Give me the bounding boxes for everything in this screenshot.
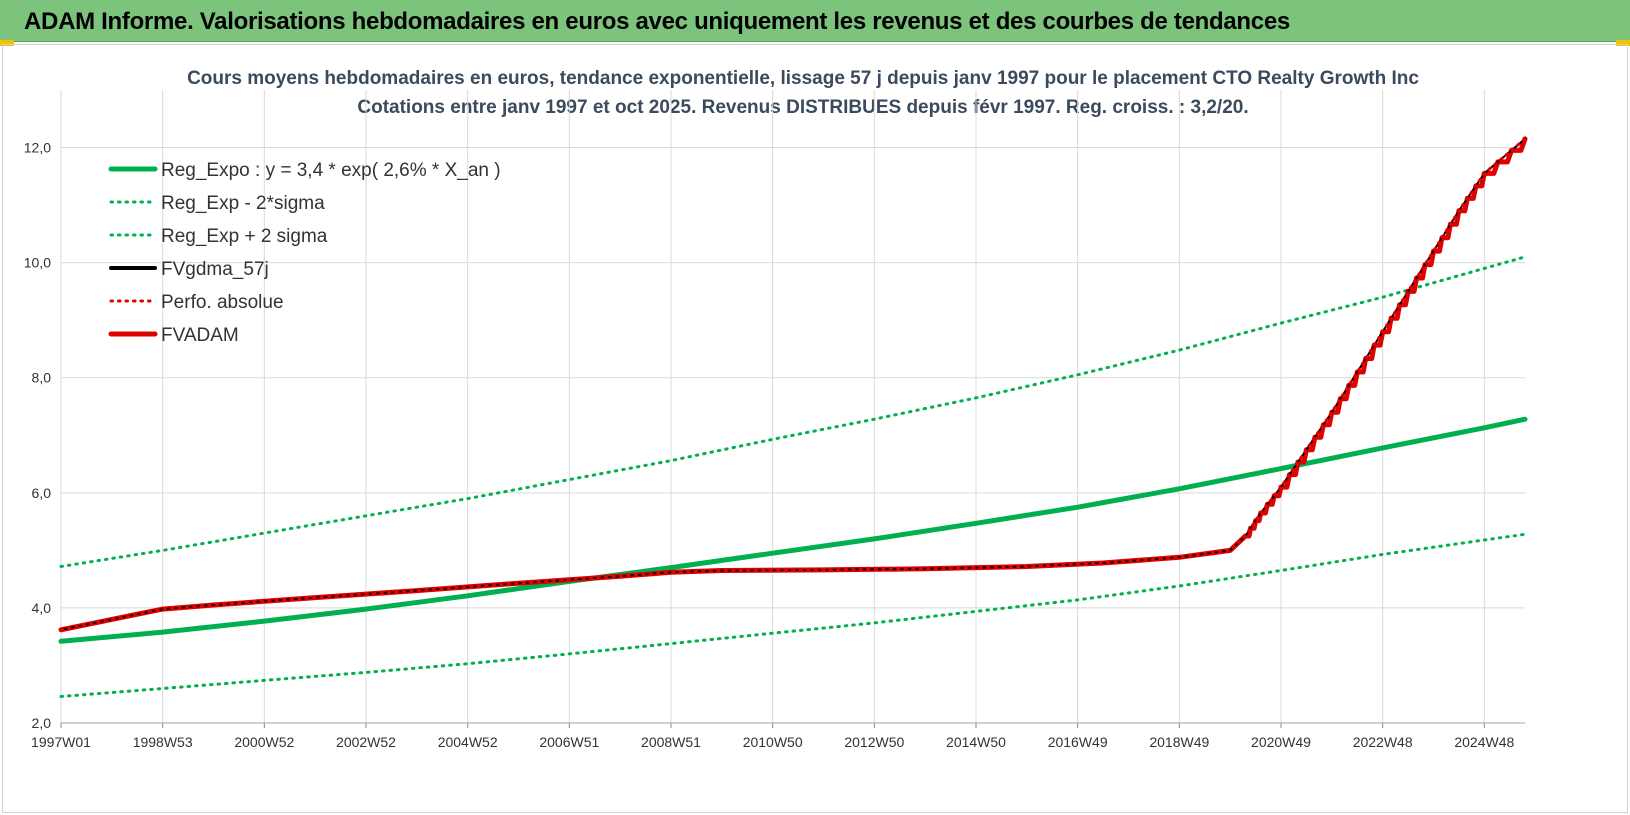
header-bar: ADAM Informe. Valorisations hebdomadaire… [0,0,1630,42]
legend-label-3: FVgdma_57j [161,259,269,280]
x-tick-label-12: 2020W49 [1251,734,1311,750]
x-tick-label-6: 2008W51 [641,734,701,750]
series-line-0 [58,416,1528,644]
legend: Reg_Expo : y = 3,4 * exp( 2,6% * X_an ) R… [108,160,501,346]
x-tick-label-2: 2000W52 [234,734,294,750]
y-tick-label-0: 2,0 [32,715,52,731]
y-tick-label-1: 4,0 [32,600,52,616]
x-tick-label-10: 2016W49 [1048,734,1108,750]
y-tick-label-5: 12,0 [24,140,51,156]
chart-frame: Cours moyens hebdomadaires en euros, ten… [2,44,1628,813]
series-line-2 [59,255,1527,568]
chart-title: Cours moyens hebdomadaires en euros, ten… [187,68,1419,89]
x-tick-label-11: 2018W49 [1149,734,1209,750]
legend-label-0: Reg_Expo : y = 3,4 * exp( 2,6% * X_an ) [161,160,501,181]
header-title: ADAM Informe. Valorisations hebdomadaire… [24,8,1290,35]
legend-label-2: Reg_Exp + 2 sigma [161,226,328,247]
y-tick-label-3: 8,0 [32,370,52,386]
y-tick-label-4: 10,0 [24,255,51,271]
corner-mark-left [0,40,14,46]
x-tick-label-7: 2010W50 [743,734,803,750]
x-tick-label-1: 1998W53 [133,734,193,750]
x-tick-label-4: 2004W52 [438,734,498,750]
series-line-4 [59,137,1527,632]
x-tick-label-14: 2024W48 [1454,734,1514,750]
legend-label-4: Perfo. absolue [161,292,284,313]
x-tick-label-0: 1997W01 [31,734,91,750]
chart: Cours moyens hebdomadaires en euros, ten… [24,68,1528,750]
corner-mark-right [1616,40,1630,46]
y-tick-label-2: 6,0 [32,485,52,501]
x-tick-label-9: 2014W50 [946,734,1006,750]
x-tick-label-13: 2022W48 [1353,734,1413,750]
legend-label-1: Reg_Exp - 2*sigma [161,193,325,214]
x-tick-label-8: 2012W50 [844,734,904,750]
series-lines [58,136,1528,698]
x-tick-label-3: 2002W52 [336,734,396,750]
x-tick-label-5: 2006W51 [539,734,599,750]
series-line-1 [59,532,1527,698]
chart-subtitle: Cotations entre janv 1997 et oct 2025. R… [357,97,1248,118]
legend-label-5: FVADAM [161,325,239,346]
gridlines [60,90,1525,724]
axes: 2,0 4,0 6,0 8,0 10,0 12,0 1997W01 1998W53 2000W5… [24,140,1525,750]
